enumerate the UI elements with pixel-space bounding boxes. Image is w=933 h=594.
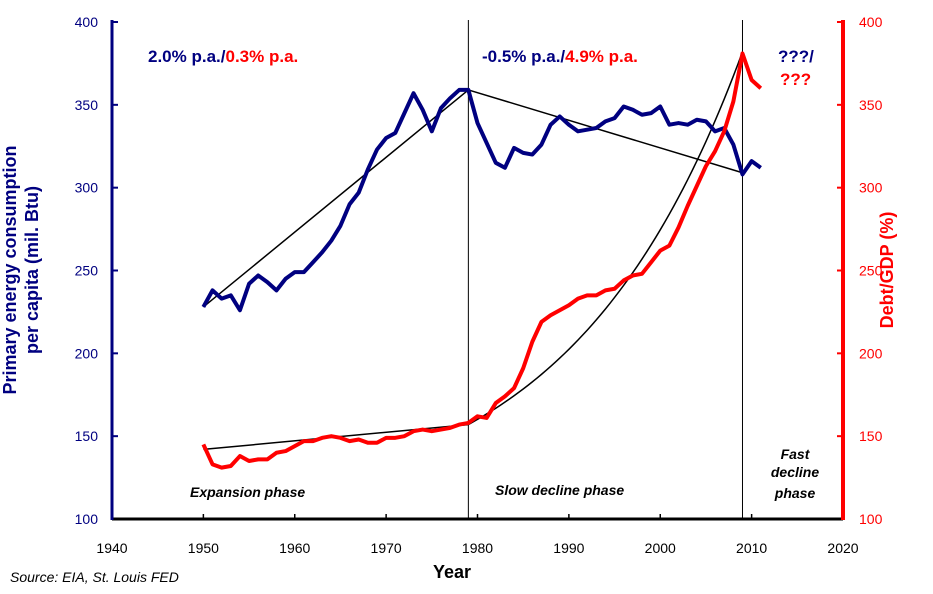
right-y-tick-label: 400 (859, 14, 883, 30)
left-y-tick-label: 350 (75, 97, 99, 113)
phase-fast-label-3: phase (774, 485, 816, 501)
left-y-axis-title-line1: Primary energy consumption (0, 145, 20, 394)
right-y-tick-label: 150 (859, 428, 883, 444)
left-y-tick-label: 200 (75, 345, 99, 361)
phase-fast-label-1: Fast (781, 446, 811, 462)
annotation-fast-energy: ???/ (778, 47, 814, 66)
x-axis-title: Year (433, 562, 471, 582)
plot-area (201, 20, 763, 519)
right-y-tick-label: 100 (859, 511, 883, 527)
left-y-tick-label: 150 (75, 428, 99, 444)
energy-per-capita-line (201, 87, 762, 313)
x-tick-label: 1970 (371, 540, 402, 556)
phase-slow-label: Slow decline phase (495, 482, 624, 498)
x-tick-label: 2010 (736, 540, 767, 556)
left-y-tick-label: 100 (75, 511, 99, 527)
right-y-tick-label: 200 (859, 345, 883, 361)
phase-fast-label-2: decline (771, 464, 819, 480)
energy-trend-line (202, 89, 743, 308)
right-y-tick-label: 250 (859, 263, 883, 279)
x-tick-label: 1940 (96, 540, 127, 556)
left-y-tick-label: 300 (75, 180, 99, 196)
annotation-expansion-rate: 2.0% p.a./0.3% p.a. (148, 47, 298, 66)
left-y-axis-title-line2: per capita (mil. Btu) (22, 186, 42, 354)
right-y-tick-label: 300 (859, 180, 883, 196)
left-y-tick-label: 400 (75, 14, 99, 30)
x-tick-label: 2020 (827, 540, 858, 556)
right-y-axis-title: Debt/GDP (%) (877, 212, 897, 329)
source-note: Source: EIA, St. Louis FED (10, 569, 179, 585)
x-tick-label: 1990 (553, 540, 584, 556)
left-y-tick-label: 250 (75, 263, 99, 279)
right-y-tick-label: 350 (859, 97, 883, 113)
phase-expansion-label: Expansion phase (190, 484, 305, 500)
x-tick-label: 1980 (462, 540, 493, 556)
annotation-slow-rate: -0.5% p.a./4.9% p.a. (482, 47, 638, 66)
annotation-fast-debt: ??? (780, 70, 811, 89)
x-tick-label: 1960 (279, 540, 310, 556)
debt-gdp-line (201, 51, 763, 470)
x-tick-label: 2000 (645, 540, 676, 556)
debt-trend-curve-exponential (467, 51, 744, 426)
axis-ticks: 1940 1950 1960 1970 1980 1990 2000 2010 20201001… (75, 14, 883, 556)
x-tick-label: 1950 (188, 540, 219, 556)
